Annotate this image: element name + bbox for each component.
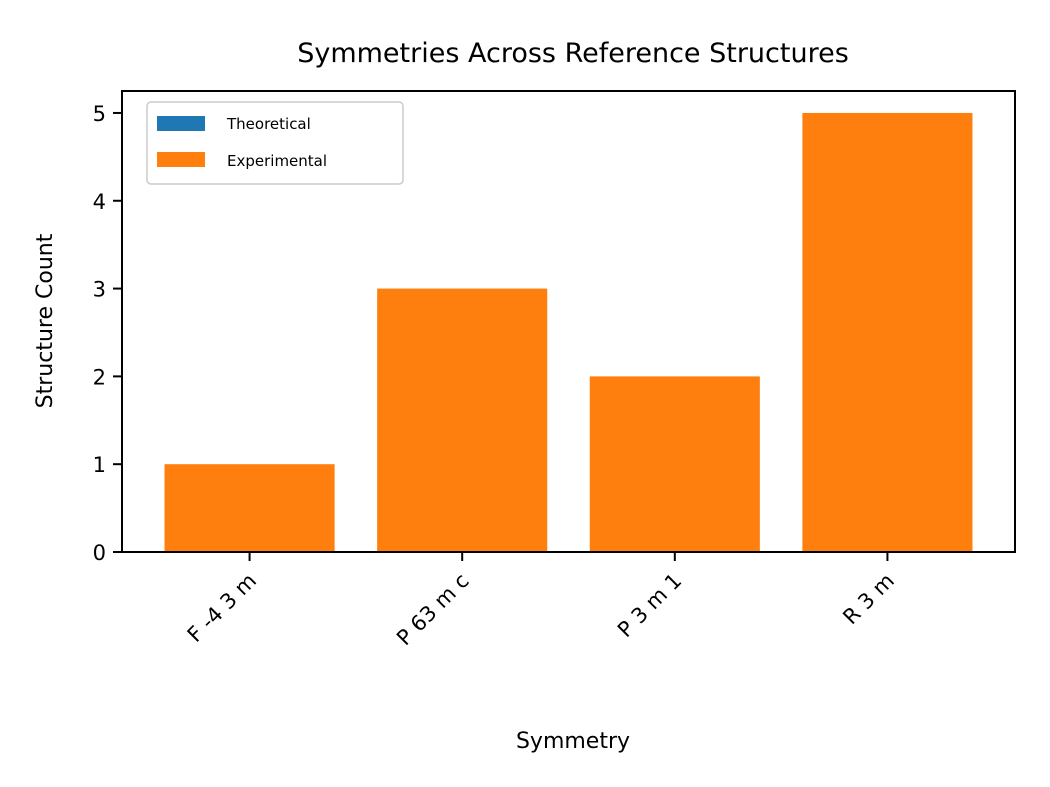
bar-experimental-2	[377, 288, 548, 552]
bar-experimental-3	[589, 376, 760, 552]
x-axis-label: Symmetry	[516, 729, 630, 754]
y-tick-label: 5	[93, 102, 106, 126]
bar-experimental-1	[164, 464, 335, 552]
y-axis-label: Structure Count	[33, 233, 58, 408]
y-tick-label: 2	[93, 365, 106, 389]
legend-frame	[146, 101, 404, 185]
legend-label-theoretical: Theoretical	[226, 115, 311, 133]
chart-title: Symmetries Across Reference Structures	[297, 38, 849, 69]
y-tick-label: 4	[93, 190, 106, 214]
legend: Theoretical Experimental	[146, 101, 404, 185]
y-axis-ticks: 0 1 2 3 4 5	[93, 102, 122, 565]
legend-swatch-experimental	[157, 152, 205, 167]
y-tick-label: 1	[93, 453, 106, 477]
y-tick-label: 0	[93, 541, 106, 565]
plot-frame	[121, 90, 1016, 553]
legend-label-experimental: Experimental	[227, 152, 327, 170]
y-tick-label: 3	[93, 278, 106, 302]
legend-swatch-theoretical	[157, 116, 205, 131]
bar-experimental-4	[802, 112, 973, 552]
bars-group	[164, 112, 973, 552]
